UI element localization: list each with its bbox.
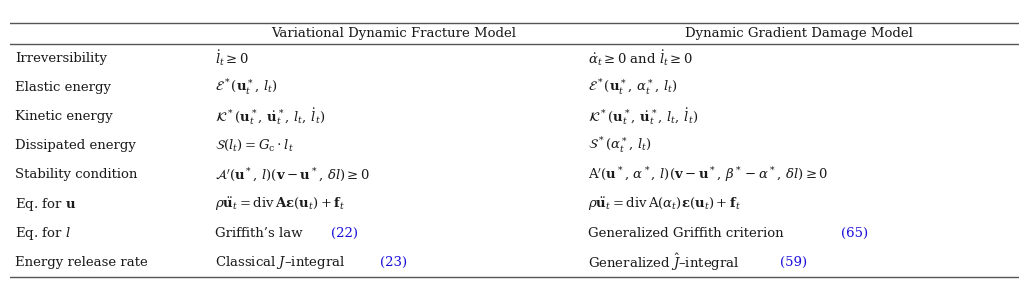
Text: (22): (22) bbox=[331, 227, 358, 240]
Text: $\dot{\alpha}_t  \geq 0$ and $\dot{l}_t  \geq 0$: $\dot{\alpha}_t \geq 0$ and $\dot{l}_t \… bbox=[589, 49, 694, 68]
Text: Kinetic energy: Kinetic energy bbox=[15, 110, 113, 123]
Text: $\mathcal{K}^*(\mathbf{u}_t^*,\, \dot{\mathbf{u}}_t^*,\, l_t,\, \dot{l}_t)$: $\mathcal{K}^*(\mathbf{u}_t^*,\, \dot{\m… bbox=[589, 106, 699, 127]
Text: $\mathcal{S}(l_t) = G_\mathrm{c} \cdot l_t$: $\mathcal{S}(l_t) = G_\mathrm{c} \cdot l… bbox=[215, 138, 294, 153]
Text: Griffith’s law: Griffith’s law bbox=[215, 227, 307, 240]
Text: $\mathcal{S}^*(\alpha_t^*,\, l_t)$: $\mathcal{S}^*(\alpha_t^*,\, l_t)$ bbox=[589, 136, 651, 156]
Text: Eq. for $\mathbf{u}$: Eq. for $\mathbf{u}$ bbox=[15, 196, 76, 213]
Text: $\mathcal{E}^*(\mathbf{u}_t^*,\, \alpha_t^*,\, l_t)$: $\mathcal{E}^*(\mathbf{u}_t^*,\, \alpha_… bbox=[589, 78, 678, 97]
Text: (23): (23) bbox=[381, 256, 407, 269]
Text: $\dot{l}_t  \geq 0$: $\dot{l}_t \geq 0$ bbox=[215, 49, 249, 68]
Text: Classical $J$–integral: Classical $J$–integral bbox=[215, 254, 346, 271]
Text: $\mathcal{E}^*(\mathbf{u}_t^*,\, l_t)$: $\mathcal{E}^*(\mathbf{u}_t^*,\, l_t)$ bbox=[215, 78, 278, 97]
Text: Stability condition: Stability condition bbox=[15, 168, 138, 181]
Text: Dynamic Gradient Damage Model: Dynamic Gradient Damage Model bbox=[685, 27, 914, 40]
Text: Eq. for $l$: Eq. for $l$ bbox=[15, 225, 71, 242]
Text: (59): (59) bbox=[780, 256, 808, 269]
Text: Variational Dynamic Fracture Model: Variational Dynamic Fracture Model bbox=[271, 27, 516, 40]
Text: $\rho\ddot{\mathbf{u}}_t = \mathrm{div}\,\mathrm{A}(\alpha_t)\boldsymbol{\vareps: $\rho\ddot{\mathbf{u}}_t = \mathrm{div}\… bbox=[589, 195, 741, 213]
Text: $\rho\ddot{\mathbf{u}}_t = \mathrm{div}\,\mathbf{A}\boldsymbol{\varepsilon}(\mat: $\rho\ddot{\mathbf{u}}_t = \mathrm{div}\… bbox=[215, 195, 346, 213]
Text: Generalized Griffith criterion: Generalized Griffith criterion bbox=[589, 227, 788, 240]
Text: Generalized $\hat{J}$–integral: Generalized $\hat{J}$–integral bbox=[589, 252, 740, 273]
Text: (65): (65) bbox=[841, 227, 868, 240]
Text: Elastic energy: Elastic energy bbox=[15, 81, 111, 94]
Text: $\mathcal{A}'(\mathbf{u}^*,\, l)(\mathbf{v} - \mathbf{u}^*,\, \delta l) \geq 0$: $\mathcal{A}'(\mathbf{u}^*,\, l)(\mathbf… bbox=[215, 166, 370, 184]
Text: $\mathrm{A}'(\mathbf{u}^*,\, \alpha^*,\, l)(\mathbf{v} - \mathbf{u}^*,\, \beta^*: $\mathrm{A}'(\mathbf{u}^*,\, \alpha^*,\,… bbox=[589, 166, 828, 185]
Text: Dissipated energy: Dissipated energy bbox=[15, 139, 136, 152]
Text: Irreversibility: Irreversibility bbox=[15, 52, 107, 65]
Text: $\mathcal{K}^*(\mathbf{u}_t^*,\, \dot{\mathbf{u}}_t^*,\, l_t,\, \dot{l}_t)$: $\mathcal{K}^*(\mathbf{u}_t^*,\, \dot{\m… bbox=[215, 106, 325, 127]
Text: Energy release rate: Energy release rate bbox=[15, 256, 148, 269]
